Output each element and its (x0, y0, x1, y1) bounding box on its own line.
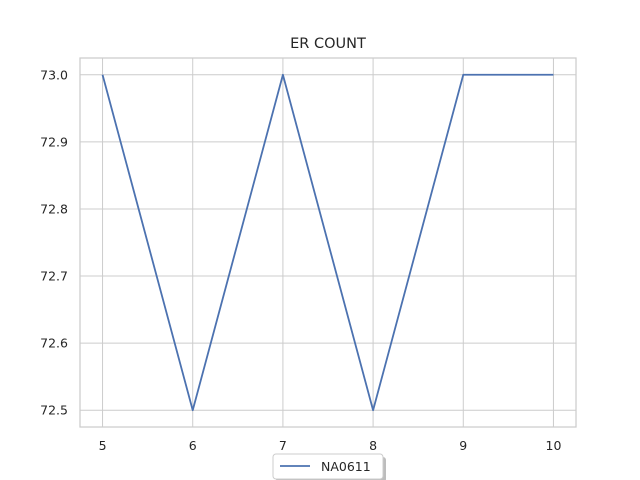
y-tick-label-72.9: 72.9 (40, 134, 68, 149)
plot-frame (79, 57, 577, 428)
legend-box (272, 453, 384, 480)
y-tick-label-73.0: 73.0 (40, 67, 68, 82)
y-tick-label-72.8: 72.8 (40, 201, 68, 216)
x-axis-ticks: 5 6 7 8 9 10 (99, 438, 562, 453)
x-tick-label-8: 8 (369, 438, 377, 453)
grid-lines (80, 58, 576, 427)
y-tick-label-72.5: 72.5 (40, 403, 68, 418)
x-tick-label-10: 10 (546, 438, 562, 453)
x-tick-label-7: 7 (279, 438, 287, 453)
series-layer (101, 73, 554, 412)
x-tick-label-5: 5 (99, 438, 107, 453)
y-axis-ticks: 72.5 72.6 72.7 72.8 72.9 73.0 (40, 67, 68, 417)
legend-label-na0611: NA0611 (321, 459, 371, 474)
x-tick-label-6: 6 (189, 438, 197, 453)
x-tick-label-9: 9 (459, 438, 467, 453)
y-tick-label-72.6: 72.6 (40, 336, 68, 351)
chart-title: ER COUNT (290, 36, 366, 52)
series-line-na0611 (101, 73, 554, 412)
legend[interactable]: NA0611 (272, 453, 386, 480)
y-tick-label-72.7: 72.7 (40, 269, 68, 284)
